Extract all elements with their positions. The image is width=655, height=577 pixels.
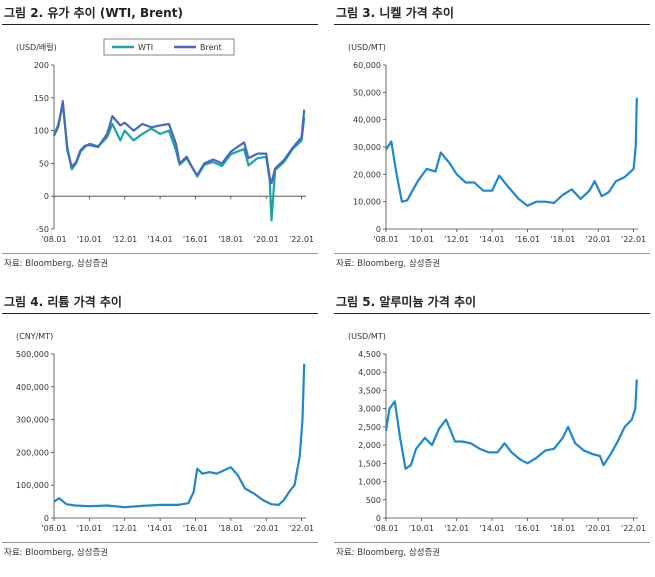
x-tick-label: '10.01 xyxy=(77,235,102,244)
x-tick-label: '18.01 xyxy=(550,235,575,244)
chart-title: 그림 3. 니켈 가격 추이 xyxy=(336,6,454,20)
x-tick-label: '08.01 xyxy=(41,235,66,244)
y-tick-label: 50 xyxy=(39,159,49,168)
chart-title: 그림 2. 유가 추이 (WTI, Brent) xyxy=(4,6,183,20)
unit-label: (USD/MT) xyxy=(348,332,386,341)
y-tick-label: 500,000 xyxy=(16,350,49,359)
series-line-0 xyxy=(384,379,638,470)
y-tick-label: -50 xyxy=(36,225,49,234)
y-tick-label: 40,000 xyxy=(353,116,381,125)
chart-lithium: (CNY/MT) 500,000 400,000 300,000 200,000 100,… xyxy=(16,332,314,533)
x-tick-label: '22.01 xyxy=(621,524,646,533)
y-tick-label: 4,500 xyxy=(358,350,381,359)
y-tick-label: 2,000 xyxy=(358,441,381,450)
y-tick-label: 0 xyxy=(44,514,49,523)
title-rule xyxy=(334,24,650,25)
unit-label: (USD/MT) xyxy=(348,43,386,52)
y-tick-label: 50,000 xyxy=(353,88,381,97)
y-tick-label: 300,000 xyxy=(16,416,49,425)
y-tick-label: 100,000 xyxy=(16,481,49,490)
y-tick-label: 10,000 xyxy=(353,198,381,207)
title-rule xyxy=(334,313,650,314)
x-tick-label: '16.01 xyxy=(183,524,208,533)
x-tick-label: '08.01 xyxy=(41,524,66,533)
y-tick-label: 0 xyxy=(44,192,49,201)
x-tick-label: '22.01 xyxy=(621,235,646,244)
chart-nickel: (USD/MT) 60,000 50,000 40,000 30,000 20,000 10… xyxy=(348,43,646,244)
y-tick-label: 2,500 xyxy=(358,423,381,432)
source-note: 자료: Bloomberg, 삼성증권 xyxy=(336,548,441,558)
legend-label: Brent xyxy=(200,43,222,52)
y-tick-label: 200,000 xyxy=(16,448,49,457)
unit-label: (CNY/MT) xyxy=(16,332,53,341)
x-tick-label: '20.01 xyxy=(586,235,611,244)
x-tick-label: '16.01 xyxy=(515,524,540,533)
panel-nickel: 그림 3. 니켈 가격 추이 (USD/MT) 60,000 50,000 40,00… xyxy=(334,4,654,287)
source-note: 자료: Bloomberg, 삼성증권 xyxy=(4,259,109,269)
panel-oil: 그림 2. 유가 추이 (WTI, Brent) (USD/배럴) 200 150 1… xyxy=(2,4,322,287)
y-tick-label: 200 xyxy=(34,61,49,70)
chart-aluminum: (USD/MT) 4,500 4,000 3,500 3,000 2,500 2,000 1,… xyxy=(348,332,646,533)
x-tick-label: '20.01 xyxy=(586,524,611,533)
title-rule xyxy=(2,24,318,25)
y-tick-label: 60,000 xyxy=(353,61,381,70)
series-line-0 xyxy=(385,97,638,207)
legend-label: WTI xyxy=(138,43,153,52)
y-tick-label: 3,500 xyxy=(358,386,381,395)
x-tick-label: '12.01 xyxy=(444,524,469,533)
x-tick-label: '10.01 xyxy=(409,235,434,244)
x-tick-label: '16.01 xyxy=(183,235,208,244)
x-tick-label: '10.01 xyxy=(77,524,102,533)
y-tick-label: 0 xyxy=(376,514,381,523)
panel-lithium: 그림 4. 리튬 가격 추이 (CNY/MT) 500,000 400,000 300… xyxy=(2,293,322,576)
x-tick-label: '20.01 xyxy=(254,235,279,244)
chart-title: 그림 5. 알루미늄 가격 추이 xyxy=(336,295,477,309)
x-tick-label: '22.01 xyxy=(289,524,314,533)
source-rule xyxy=(334,253,650,254)
y-tick-label: 1,000 xyxy=(358,478,381,487)
y-tick-label: 4,000 xyxy=(358,368,381,377)
y-tick-label: 30,000 xyxy=(353,143,381,152)
x-tick-label: '20.01 xyxy=(254,524,279,533)
x-tick-label: '12.01 xyxy=(444,235,469,244)
source-note: 자료: Bloomberg, 삼성증권 xyxy=(336,259,441,269)
y-tick-label: 150 xyxy=(34,94,49,103)
x-tick-label: '14.01 xyxy=(148,235,173,244)
x-tick-label: '22.01 xyxy=(289,235,314,244)
y-tick-label: 3,000 xyxy=(358,405,381,414)
x-tick-label: '18.01 xyxy=(550,524,575,533)
series-line-0 xyxy=(53,363,306,509)
x-tick-label: '08.01 xyxy=(373,524,398,533)
y-tick-label: 100 xyxy=(34,127,49,136)
x-tick-label: '14.01 xyxy=(480,235,505,244)
title-rule xyxy=(2,313,318,314)
x-tick-label: '14.01 xyxy=(148,524,173,533)
x-tick-label: '16.01 xyxy=(515,235,540,244)
x-tick-label: '14.01 xyxy=(480,524,505,533)
source-rule xyxy=(2,253,318,254)
x-tick-label: '12.01 xyxy=(112,524,137,533)
y-tick-label: 500 xyxy=(366,496,381,505)
y-tick-label: 20,000 xyxy=(353,170,381,179)
chart-oil: (USD/배럴) 200 150 100 50 0 -50'08.01 '10.01 '12.0… xyxy=(16,38,314,244)
y-tick-label: 400,000 xyxy=(16,383,49,392)
panel-aluminum: 그림 5. 알루미늄 가격 추이 (USD/MT) 4,500 4,000 3,500… xyxy=(334,293,654,576)
legend xyxy=(103,38,235,56)
source-rule xyxy=(334,542,650,543)
chart-title: 그림 4. 리튬 가격 추이 xyxy=(4,295,122,309)
x-tick-label: '18.01 xyxy=(218,524,243,533)
x-tick-label: '10.01 xyxy=(409,524,434,533)
x-tick-label: '18.01 xyxy=(218,235,243,244)
source-note: 자료: Bloomberg, 삼성증권 xyxy=(4,548,109,558)
y-tick-label: 1,500 xyxy=(358,459,381,468)
series-line-brent xyxy=(53,99,306,185)
unit-label: (USD/배럴) xyxy=(16,43,57,52)
source-rule xyxy=(2,542,318,543)
y-tick-label: 0 xyxy=(376,225,381,234)
x-tick-label: '12.01 xyxy=(112,235,137,244)
x-tick-label: '08.01 xyxy=(373,235,398,244)
